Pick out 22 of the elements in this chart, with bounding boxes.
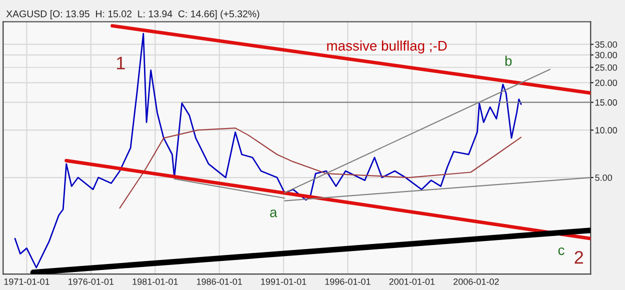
chart-title: XAGUSD [O: 13.95 H: 15.02 L: 13.94 C: 14.66] (+5.32%): [6, 10, 260, 20]
y-tick-label: 10.00: [595, 127, 618, 134]
y-tick-label: 15.00: [595, 99, 618, 106]
x-tick-label: 1986-01-01: [196, 278, 242, 285]
annotation: a: [270, 210, 278, 218]
y-tick-label: 25.00: [595, 64, 618, 71]
y-tick-label: 35.00: [595, 41, 618, 48]
y-tick-label: 30.00: [595, 52, 618, 58]
x-tick-label: 1996-01-01: [325, 278, 370, 285]
x-tick-label: 1981-01-01: [132, 278, 178, 285]
x-tick-label: 2001-01-01: [389, 278, 435, 285]
x-tick-label: 1971-01-01: [4, 278, 50, 285]
y-tick-label: 20.00: [595, 80, 618, 86]
annotation: massive bullflag ;-D: [327, 40, 447, 54]
x-tick-label: 1991-01-01: [261, 278, 306, 285]
x-tick-label: 1976-01-01: [68, 278, 114, 285]
annotation: 2: [574, 250, 583, 264]
annotation: b: [505, 56, 512, 66]
x-tick-label: 2006-01-02: [454, 278, 499, 285]
annotation: 1: [116, 56, 125, 70]
y-tick-label: 5.00: [595, 174, 612, 181]
annotation: c: [558, 247, 564, 256]
